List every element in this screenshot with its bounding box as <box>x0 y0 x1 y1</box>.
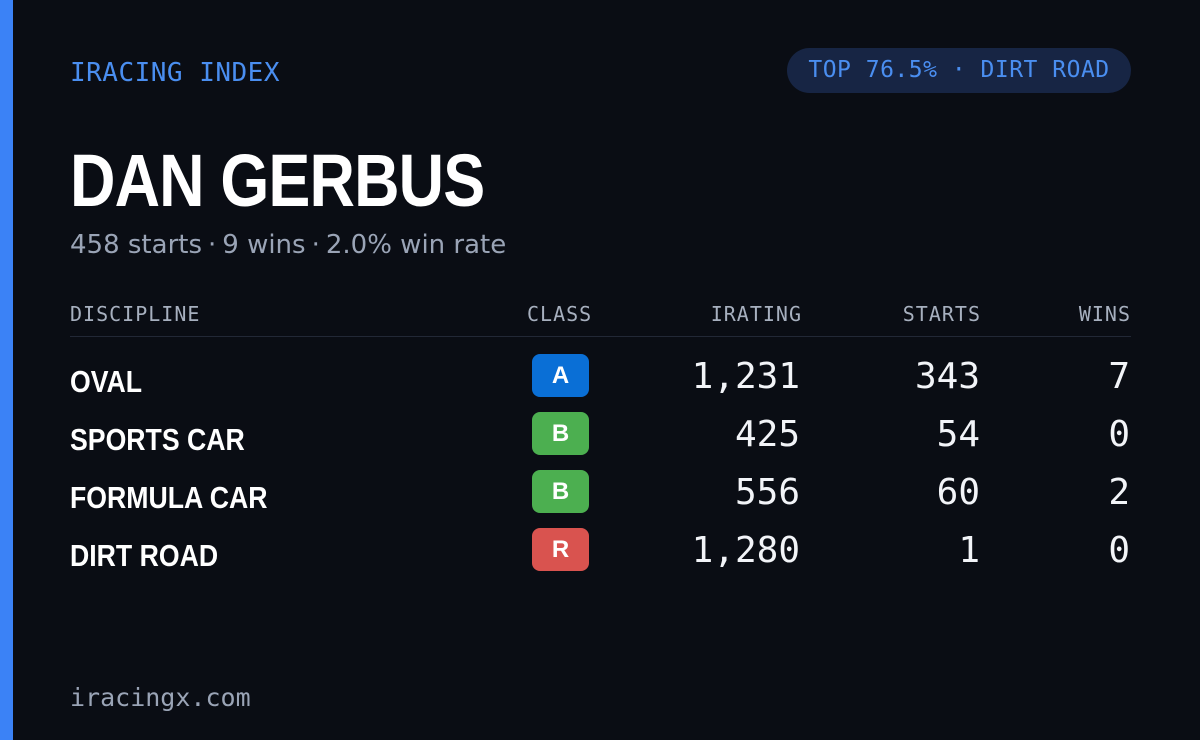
wins-value: 0 <box>1108 414 1130 455</box>
irating-value: 556 <box>734 472 800 513</box>
brand-title: IRACING INDEX <box>70 58 280 88</box>
driver-summary: 458 starts · 9 wins · 2.0% win rate <box>70 228 506 262</box>
class-badge: B <box>532 470 589 513</box>
percentile-badge: TOP 76.5% · DIRT ROAD <box>787 48 1131 93</box>
wins-value: 0 <box>1108 530 1130 571</box>
summary-starts: 458 starts <box>70 230 202 260</box>
starts-value: 1 <box>958 530 980 571</box>
irating-value: 1,280 <box>691 530 800 571</box>
class-badge: B <box>532 412 589 455</box>
summary-separator: · <box>311 230 320 260</box>
discipline-label: DIRT ROAD <box>70 538 219 573</box>
table-row: OVAL A 1,231 343 7 <box>0 354 1200 406</box>
header-starts: STARTS <box>902 302 981 326</box>
irating-value: 425 <box>734 414 800 455</box>
accent-bar <box>0 0 13 740</box>
irating-value: 1,231 <box>691 356 800 397</box>
discipline-label: OVAL <box>70 364 143 399</box>
header-wins: WINS <box>1078 302 1131 326</box>
class-badge: A <box>532 354 589 397</box>
discipline-label: FORMULA CAR <box>70 480 268 515</box>
starts-value: 54 <box>936 414 980 455</box>
header-irating: IRATING <box>710 302 802 326</box>
header-divider <box>70 336 1131 337</box>
wins-value: 7 <box>1108 356 1130 397</box>
header-class: CLASS <box>527 302 593 326</box>
wins-value: 2 <box>1108 472 1130 513</box>
summary-win-rate: 2.0% win rate <box>325 230 507 260</box>
table-row: DIRT ROAD R 1,280 1 0 <box>0 528 1200 580</box>
discipline-label: SPORTS CAR <box>70 422 245 457</box>
site-link[interactable]: iracingx.com <box>70 683 251 712</box>
table-row: SPORTS CAR B 425 54 0 <box>0 412 1200 464</box>
table-row: FORMULA CAR B 556 60 2 <box>0 470 1200 522</box>
class-badge: R <box>532 528 589 571</box>
header-discipline: DISCIPLINE <box>70 302 201 326</box>
summary-wins: 9 wins <box>222 230 306 260</box>
starts-value: 60 <box>936 472 980 513</box>
summary-separator: · <box>208 230 217 260</box>
driver-name: DAN GERBUS <box>70 139 485 222</box>
starts-value: 343 <box>914 356 980 397</box>
